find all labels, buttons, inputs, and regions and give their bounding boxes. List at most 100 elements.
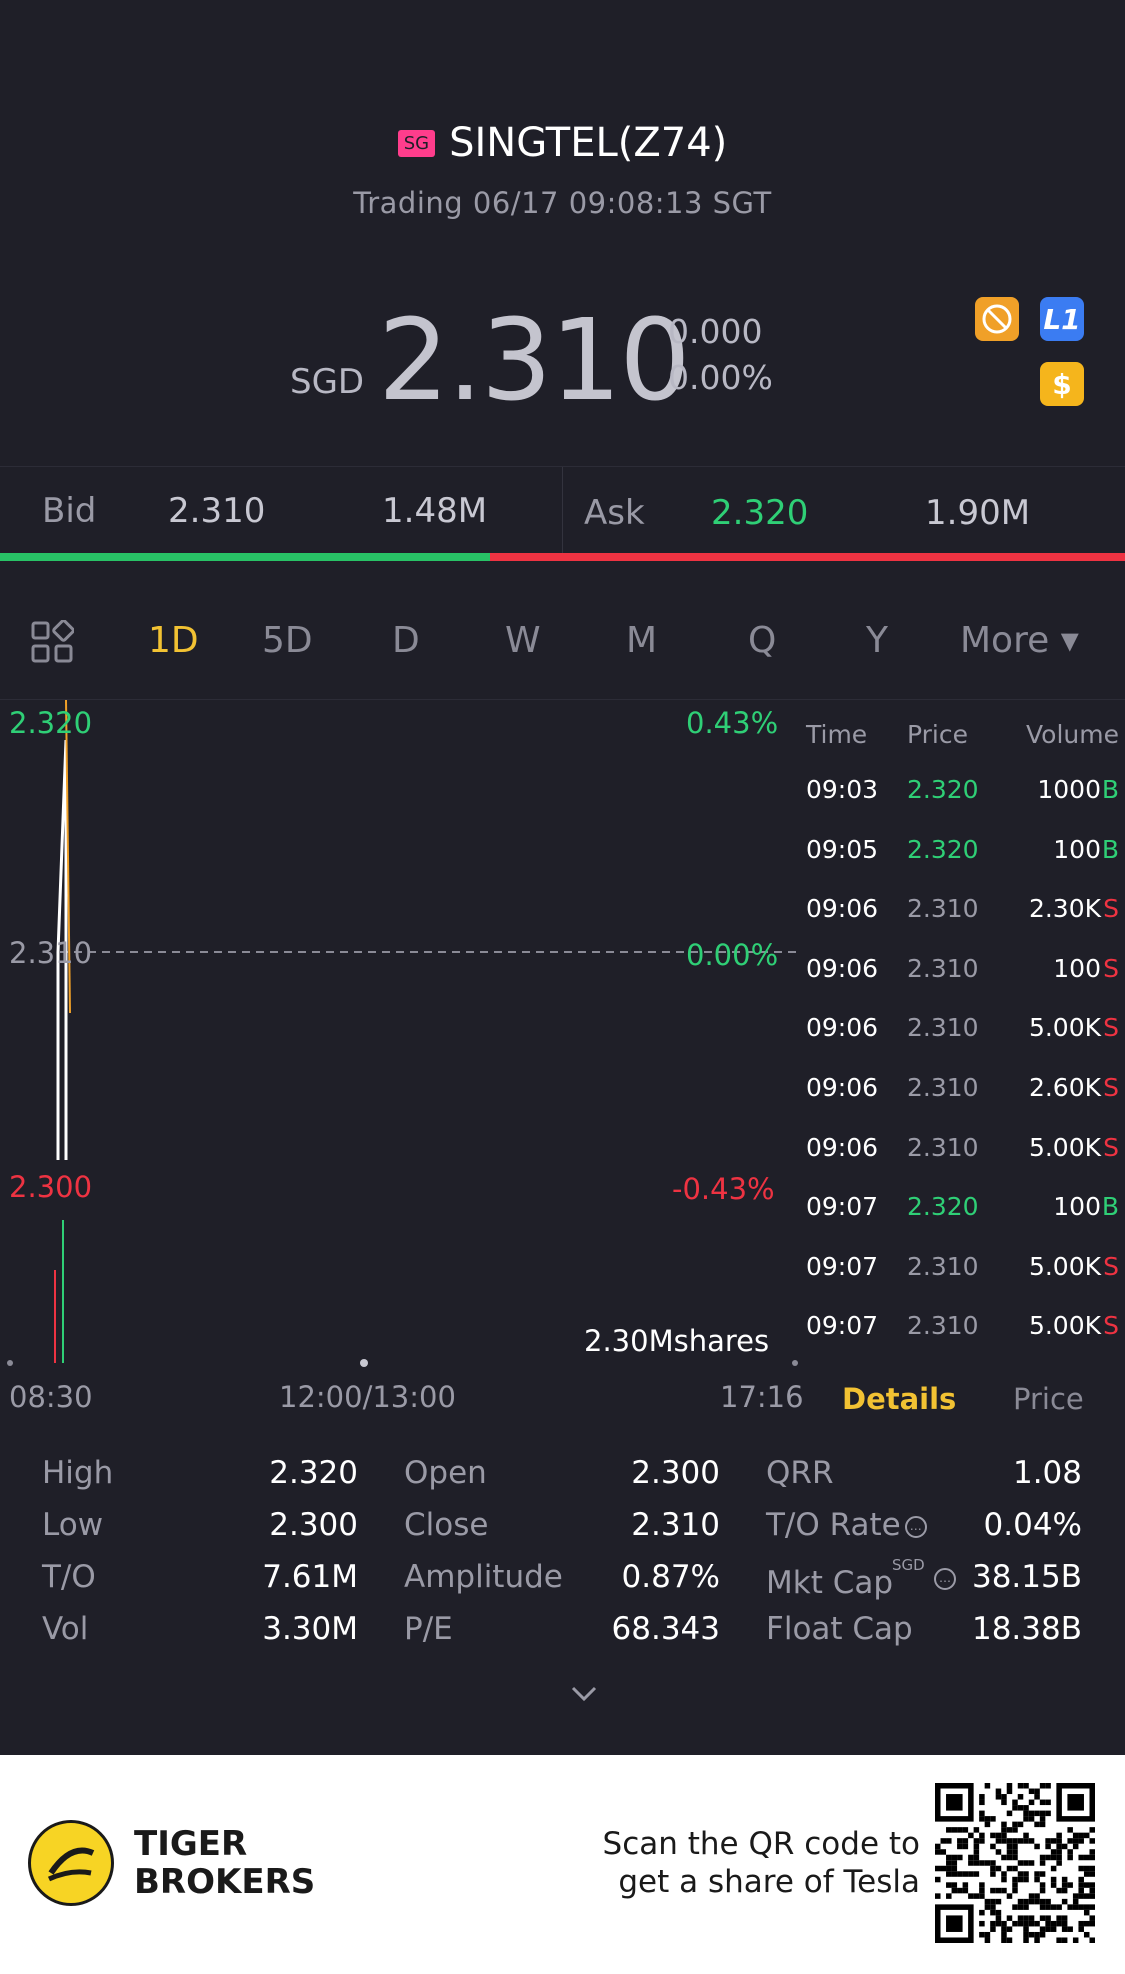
tick-time: 09:06 bbox=[806, 894, 879, 924]
stat-mkt-cap-label: Mkt Cap bbox=[766, 1565, 894, 1601]
info-icon[interactable]: … bbox=[904, 1515, 927, 1538]
stat-low-value: 2.300 bbox=[269, 1507, 358, 1543]
stat-open-label: Open bbox=[404, 1455, 487, 1491]
period-tabs: 1D 5D D W M Q Y More ▾ bbox=[0, 580, 1125, 700]
tick-row: 09:06 2.310 2.30K S bbox=[800, 894, 1125, 954]
tick-volume: 1000 bbox=[1037, 775, 1101, 804]
bid-ask-panel[interactable]: Bid 2.310 1.48M Ask 2.320 1.90M bbox=[0, 466, 1125, 555]
time-end: 17:16 bbox=[720, 1380, 804, 1414]
tick-volume: 100 bbox=[1053, 1192, 1101, 1222]
chart-layout-icon[interactable] bbox=[30, 620, 74, 664]
time-mid: 12:00/13:00 bbox=[279, 1380, 456, 1414]
no-margin-icon[interactable] bbox=[975, 297, 1019, 341]
tick-volume: 100 bbox=[1053, 953, 1101, 983]
title-row: SG SINGTEL(Z74) bbox=[0, 120, 1125, 166]
l1-icon[interactable]: L1 bbox=[1040, 297, 1084, 341]
axis-dot-end bbox=[792, 1360, 798, 1366]
tick-row: 09:07 2.310 5.00K S bbox=[800, 1311, 1125, 1371]
time-start: 08:30 bbox=[9, 1380, 93, 1414]
axis-dot-mid bbox=[360, 1359, 368, 1367]
promo-text: Scan the QR code to get a share of Tesla bbox=[603, 1825, 920, 1901]
stat-vol-value: 3.30M bbox=[262, 1611, 358, 1647]
tick-side: B bbox=[1101, 834, 1119, 864]
time-and-sales[interactable]: Time Price Volume 09:03 2.320 1000 B 09:05 2.… bbox=[800, 700, 1125, 1360]
tick-side: B bbox=[1101, 1192, 1119, 1222]
tab-price[interactable]: Price bbox=[1013, 1382, 1084, 1416]
tick-side: S bbox=[1103, 1132, 1119, 1162]
tick-volume: 5.00K bbox=[1028, 1132, 1101, 1162]
no-margin-icon-glyph bbox=[982, 304, 1012, 334]
tab-1d[interactable]: 1D bbox=[148, 620, 199, 661]
tiger-logo-glyph bbox=[47, 1847, 95, 1882]
tick-side: S bbox=[1103, 1251, 1119, 1281]
tick-row: 09:05 2.320 100 B bbox=[800, 835, 1125, 895]
tick-time: 09:06 bbox=[806, 1013, 879, 1043]
promo-line-2: get a share of Tesla bbox=[618, 1864, 920, 1900]
tick-price: 2.310 bbox=[907, 1073, 979, 1102]
tab-month[interactable]: M bbox=[626, 620, 658, 661]
bid-ask-divider bbox=[562, 467, 563, 555]
tick-price: 2.310 bbox=[907, 1251, 979, 1281]
chart-low-price: 2.300 bbox=[9, 1170, 93, 1204]
chevron-down-icon[interactable] bbox=[571, 1686, 597, 1702]
tick-header-price: Price bbox=[907, 720, 968, 749]
stat-close-label: Close bbox=[404, 1507, 489, 1543]
bid-ratio-bar bbox=[0, 553, 490, 561]
tab-details[interactable]: Details bbox=[842, 1382, 957, 1416]
tick-volume: 5.00K bbox=[1028, 1013, 1101, 1043]
tick-price: 2.310 bbox=[907, 1311, 979, 1341]
brand-line-1: TIGER bbox=[134, 1824, 248, 1864]
tick-row: 09:06 2.310 100 S bbox=[800, 954, 1125, 1014]
tab-day[interactable]: D bbox=[392, 620, 420, 661]
tick-time: 09:06 bbox=[806, 1132, 879, 1162]
currency-label: SGD bbox=[290, 362, 365, 402]
chart-volume-label: 2.30Mshares bbox=[584, 1324, 770, 1358]
tick-price: 2.320 bbox=[907, 775, 979, 804]
tab-quarter[interactable]: Q bbox=[748, 620, 777, 661]
axis-dot-start bbox=[7, 1360, 13, 1366]
stat-low-label: Low bbox=[42, 1507, 104, 1543]
tab-week[interactable]: W bbox=[505, 620, 541, 661]
tick-price: 2.310 bbox=[907, 894, 979, 924]
chart-high-pct: 0.43% bbox=[686, 706, 779, 740]
tick-row: 09:03 2.320 1000 B bbox=[800, 775, 1125, 835]
stat-pe-label: P/E bbox=[404, 1611, 453, 1647]
stock-header: SG SINGTEL(Z74) Trading 06/17 09:08:13 S… bbox=[0, 0, 1125, 465]
tick-time: 09:06 bbox=[806, 953, 879, 983]
tick-price: 2.320 bbox=[907, 1192, 979, 1222]
tick-row: 09:07 2.320 100 B bbox=[800, 1192, 1125, 1252]
stat-close-value: 2.310 bbox=[631, 1507, 720, 1543]
promo-footer: TIGER BROKERS Scan the QR code to get a … bbox=[0, 1755, 1125, 1974]
tab-year[interactable]: Y bbox=[866, 620, 888, 661]
stock-title[interactable]: SINGTEL(Z74) bbox=[449, 120, 728, 166]
intraday-chart[interactable]: 2.320 2.310 2.300 0.43% 0.00% -0.43% 2.3… bbox=[0, 700, 804, 1414]
brand-line-2: BROKERS bbox=[134, 1862, 316, 1902]
dollar-icon[interactable]: $ bbox=[1040, 362, 1084, 406]
tick-side: B bbox=[1101, 775, 1119, 804]
tick-time: 09:03 bbox=[806, 775, 879, 804]
chart-canvas bbox=[7, 700, 800, 1367]
tick-price: 2.310 bbox=[907, 1013, 979, 1043]
stat-to-rate-label[interactable]: T/O Rate… bbox=[766, 1507, 927, 1543]
stat-to-value: 7.61M bbox=[262, 1559, 358, 1595]
qr-code-icon[interactable] bbox=[935, 1783, 1095, 1943]
ask-ratio-bar bbox=[490, 553, 1125, 561]
stat-to-rate-value: 0.04% bbox=[983, 1507, 1082, 1543]
tick-price: 2.320 bbox=[907, 834, 979, 864]
tab-more[interactable]: More ▾ bbox=[960, 620, 1079, 661]
tick-side: S bbox=[1103, 953, 1119, 983]
tick-time: 09:07 bbox=[806, 1192, 879, 1222]
tick-side: S bbox=[1103, 1013, 1119, 1043]
tick-row: 09:07 2.310 5.00K S bbox=[800, 1252, 1125, 1312]
stat-float-cap-label: Float Cap bbox=[766, 1611, 913, 1647]
tick-side: S bbox=[1103, 1073, 1119, 1102]
stat-pe-value: 68.343 bbox=[611, 1611, 720, 1647]
ask-price: 2.320 bbox=[711, 493, 809, 533]
ask-label: Ask bbox=[584, 493, 645, 533]
chart-mid-pct: 0.00% bbox=[686, 938, 779, 972]
info-icon[interactable]: … bbox=[934, 1568, 956, 1590]
tick-volume: 2.60K bbox=[1028, 1073, 1101, 1102]
tab-5d[interactable]: 5D bbox=[262, 620, 313, 661]
avg-price-mark bbox=[65, 700, 71, 1014]
chart-high-price: 2.320 bbox=[9, 706, 93, 740]
